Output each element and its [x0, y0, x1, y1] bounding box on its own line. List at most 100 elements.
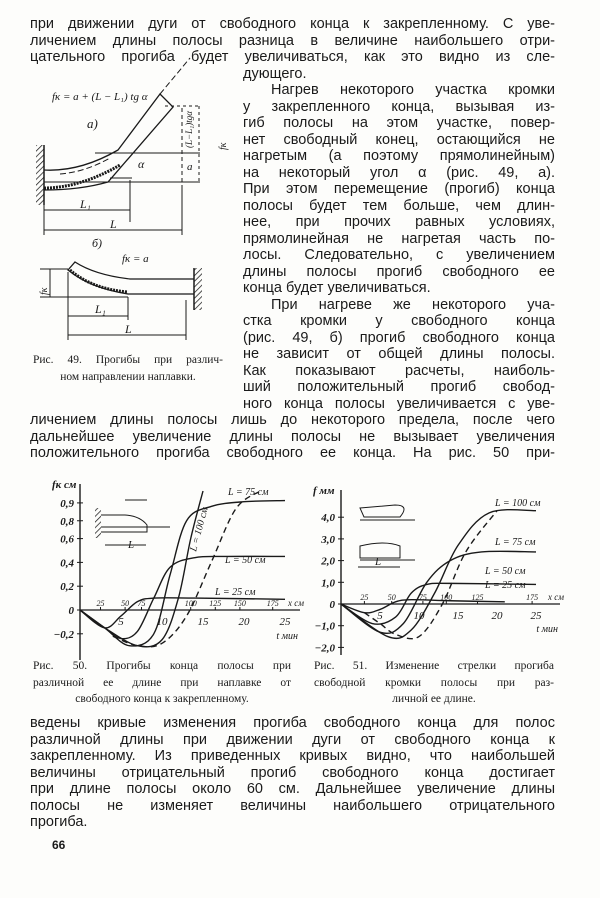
- x2-tick-label: 175: [526, 593, 538, 602]
- inset-L-51: L: [374, 556, 381, 568]
- fig49b-formula: fк = a: [122, 253, 149, 265]
- text-line: не зависит от общей длины полосы.: [243, 346, 555, 362]
- text-line: стка кромки у свободного конца: [243, 313, 555, 329]
- text-line: при длине полосы около 60 см. Дальнейшее…: [30, 781, 555, 797]
- y-tick-label: 0: [330, 599, 336, 611]
- dim-L: L: [109, 217, 117, 231]
- figure-50-chart: fк см 0,9 0,8 0,6 0,4 0,2 0 −0,2 5 10 15 20 25 t мин 2…: [52, 479, 304, 660]
- fig49a-formula: fк = a + (L − L₁) tg α: [52, 91, 148, 103]
- text-line: Как показывают расчеты, наиболь-: [243, 362, 555, 379]
- text-line: конца будет увеличиваться.: [243, 280, 431, 296]
- series-label: L = 100 см: [188, 505, 211, 553]
- x2-axis-label: x см: [287, 598, 304, 608]
- fig49a-label: а): [87, 116, 98, 131]
- figure-51-caption: Рис. 51. Изменение стрелки прогиба свобод…: [314, 659, 554, 709]
- x-tick-label: 20: [492, 610, 504, 622]
- dim-l1-b: L₁: [94, 302, 106, 316]
- caption-line: Рис. 51. Изменение стрелки прогиба: [314, 660, 554, 672]
- series-line-envelope: [364, 510, 498, 640]
- x2-tick-label: 175: [267, 599, 279, 608]
- text-line: гиб полосы на этом участке, повер-: [243, 115, 555, 131]
- y-tick-label: −2,0: [315, 642, 336, 654]
- x2-tick-label: 75: [138, 599, 146, 608]
- x-tick-label: 5: [377, 610, 383, 622]
- text-line: нее, при прочих равных условиях,: [243, 214, 555, 230]
- x2-tick-label: 25: [360, 593, 368, 602]
- strip: [43, 93, 174, 191]
- series-line-L-100см: [340, 509, 537, 640]
- text-line: при движении дуги от свободного конца к …: [30, 16, 555, 32]
- series-label: L = 100 см: [494, 498, 541, 509]
- x-tick-label: 25: [280, 616, 292, 628]
- text-line: нет свободный конец, остающийся не: [243, 131, 555, 148]
- text-line: (рис. 49, б) прогиб свободного конца: [243, 329, 555, 346]
- series-label: L = 75 см: [494, 537, 536, 548]
- series-line-L-100см: [79, 490, 204, 648]
- text-line: на некоторый угол α (рис. 49, а).: [243, 164, 555, 181]
- text-line: ного конца полосы увеличивается с уве-: [243, 395, 555, 412]
- x-tick-label: 15: [198, 616, 210, 628]
- paragraph-right-column: дующего. Нагрев некоторого участка кромки…: [243, 66, 555, 413]
- y-tick-label: 0: [69, 605, 75, 617]
- figure-50-caption: Рис. 50. Прогибы конца полосы при различн…: [33, 659, 291, 709]
- caption-line: ном направлении наплавки.: [60, 370, 196, 383]
- series-label: L = 75 см: [227, 487, 269, 498]
- y-tick-label: 0,8: [60, 516, 74, 528]
- dim-l1: L₁: [79, 197, 91, 211]
- y-tick-label: 2,0: [320, 556, 335, 568]
- wall-hatch: [36, 145, 44, 205]
- x2-axis-label: x см: [547, 592, 564, 602]
- text-line: положительного прогиба свободного ее кон…: [30, 445, 555, 461]
- text-line: личением длины полосы разница в величине…: [30, 32, 555, 49]
- text-line: цательного прогиба будет увеличиваться, …: [30, 49, 555, 65]
- figure-50-inset: L: [95, 499, 170, 551]
- y-axis-label: f мм: [313, 485, 335, 497]
- y-tick-label: −0,2: [54, 629, 75, 641]
- series-label: L = 50 см: [484, 566, 526, 577]
- figure-49a: fк = a + (L − L₁) tg α а) L₁ L α a (L−L₁…: [36, 57, 229, 235]
- y-tick-label: 0,2: [60, 581, 74, 593]
- series-label: L = 25 см: [484, 580, 526, 591]
- x-tick-label: 15: [453, 610, 465, 622]
- series-label: L = 50 см: [224, 555, 266, 566]
- y-tick-label: −1,0: [315, 621, 336, 633]
- text-line: прямолинейная не нагретая часть по-: [243, 230, 555, 247]
- y-tick-label: 1,0: [321, 577, 335, 589]
- text-line: дующего.: [243, 65, 307, 82]
- text-line: ший положительный прогиб свобод-: [243, 379, 555, 395]
- dim-fk-b: fк: [39, 287, 50, 295]
- text-line: прогиба.: [30, 814, 88, 830]
- paragraph-middle: личением длины полосы лишь до некоторого…: [30, 412, 555, 462]
- x2-tick-label: 100: [185, 599, 197, 608]
- series-label: L = 25 см: [214, 587, 256, 598]
- dim-a: a: [187, 161, 193, 173]
- strip: [67, 261, 194, 295]
- dim-tan: (L−L₁)tgα: [184, 111, 194, 148]
- x-tick-label: 20: [239, 616, 251, 628]
- x2-tick-label: 50: [388, 593, 396, 602]
- figure-51-inset: L: [358, 504, 415, 568]
- wall-hatch: [194, 268, 202, 310]
- caption-line: свободной кромки полосы при раз-: [314, 676, 554, 689]
- figure-51-chart: f мм 4,0 3,0 2,0 1,0 0 −1,0 −2,0 5 10 15 20 25 t мин 2…: [313, 485, 564, 655]
- figure-49b: б) fк = a L₁ L fк: [39, 236, 202, 340]
- caption-line: свободного конца к закрепленному.: [75, 693, 249, 705]
- x-tick-label: 5: [118, 616, 124, 628]
- x2-tick-label: 150: [234, 599, 246, 608]
- y-tick-label: 3,0: [320, 534, 335, 546]
- y-tick-label: 4,0: [320, 512, 335, 524]
- x-tick-label: 10: [157, 616, 169, 628]
- weld-bead: [43, 163, 121, 190]
- paragraph-bottom: ведены кривые изменения прогиба свободно…: [30, 715, 555, 831]
- y-axis-label: fк см: [52, 479, 77, 491]
- x-tick-label: 10: [414, 610, 426, 622]
- caption-line: личной ее длине.: [392, 693, 476, 705]
- inset-L: L: [127, 539, 134, 551]
- page-number: 66: [52, 838, 66, 852]
- y-tick-label: 0,4: [60, 557, 74, 569]
- series-line-L-50см: [340, 582, 537, 625]
- figure-49-caption: Рис. 49. Прогибы при различ-ном направле…: [33, 353, 223, 386]
- x2-tick-label: 125: [209, 599, 221, 608]
- caption-line: различной ее длине при наплавке от: [33, 676, 291, 689]
